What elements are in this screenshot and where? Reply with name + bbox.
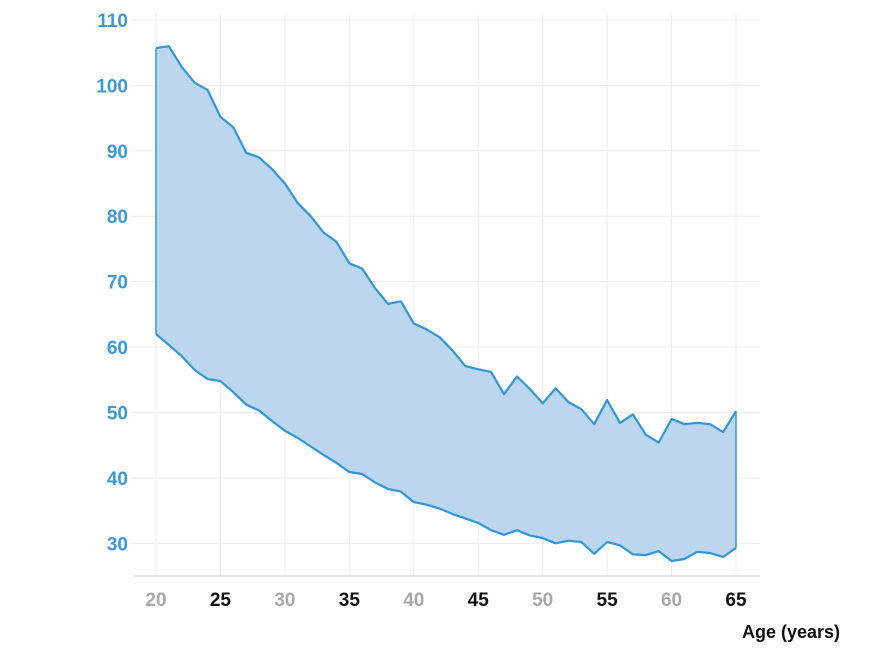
range-fill-area <box>156 46 736 561</box>
y-tick-label-90: 90 <box>107 142 128 163</box>
y-tick-label-50: 50 <box>107 403 128 424</box>
x-axis-label: Age (years) <box>742 622 840 642</box>
y-tick-label-60: 60 <box>107 338 128 359</box>
x-tick-label-30: 30 <box>274 590 295 611</box>
tick-labels: 30 40 50 60 70 80 90 100 110 20 25 30 35 40 45 50 55 60 65 <box>96 11 747 611</box>
y-tick-label-80: 80 <box>107 207 128 228</box>
y-tick-label-70: 70 <box>107 273 128 294</box>
y-tick-label-40: 40 <box>107 469 128 490</box>
x-tick-label-40: 40 <box>403 590 424 611</box>
x-tick-label-55: 55 <box>597 590 619 611</box>
x-tick-label-45: 45 <box>468 590 490 611</box>
lower-bound-line <box>155 333 737 563</box>
y-tick-label-100: 100 <box>96 76 128 97</box>
y-tick-label-110: 110 <box>97 11 128 32</box>
x-tick-label-25: 25 <box>210 590 232 611</box>
x-tick-label-50: 50 <box>532 590 553 611</box>
upper-bound-line <box>155 45 737 444</box>
range-band <box>155 45 737 563</box>
x-tick-label-20: 20 <box>145 590 166 611</box>
x-tick-label-35: 35 <box>339 590 361 611</box>
x-tick-label-60: 60 <box>661 590 682 611</box>
x-tick-label-65: 65 <box>725 590 747 611</box>
y-tick-label-30: 30 <box>107 534 128 555</box>
